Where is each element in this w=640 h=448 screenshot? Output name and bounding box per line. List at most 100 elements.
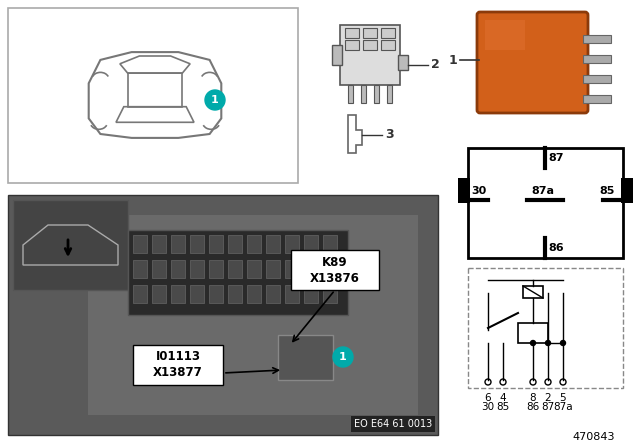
Text: 4: 4 — [500, 393, 506, 403]
Text: 87a: 87a — [531, 186, 554, 196]
Text: 470843: 470843 — [573, 432, 615, 442]
Bar — [266, 260, 280, 278]
Circle shape — [545, 340, 550, 345]
Bar — [458, 178, 470, 203]
Bar — [291, 250, 379, 290]
Bar — [133, 285, 147, 303]
Text: K89: K89 — [322, 255, 348, 268]
Bar — [583, 35, 611, 43]
Text: 86: 86 — [526, 402, 540, 412]
Text: 87a: 87a — [553, 402, 573, 412]
Bar — [171, 235, 185, 253]
Text: 3: 3 — [385, 129, 394, 142]
Circle shape — [560, 379, 566, 385]
FancyBboxPatch shape — [477, 12, 588, 113]
Bar — [345, 40, 359, 50]
Text: 5: 5 — [560, 393, 566, 403]
Bar — [363, 28, 377, 38]
Circle shape — [561, 340, 566, 345]
Bar — [128, 230, 348, 315]
Bar — [171, 260, 185, 278]
Bar — [304, 235, 318, 253]
Bar — [398, 55, 408, 70]
Bar — [323, 285, 337, 303]
Bar — [247, 260, 261, 278]
Bar — [152, 235, 166, 253]
Circle shape — [500, 379, 506, 385]
Bar — [323, 235, 337, 253]
Bar — [228, 235, 242, 253]
Bar — [583, 55, 611, 63]
Text: 87: 87 — [541, 402, 555, 412]
Text: I01113: I01113 — [156, 350, 200, 363]
Bar — [304, 260, 318, 278]
Bar — [621, 178, 633, 203]
Bar — [228, 285, 242, 303]
Text: 6: 6 — [484, 393, 492, 403]
Bar — [361, 85, 366, 103]
Bar — [209, 260, 223, 278]
Circle shape — [531, 340, 536, 345]
Bar — [133, 345, 223, 385]
Bar — [518, 323, 548, 343]
Bar — [468, 268, 623, 388]
Text: X13876: X13876 — [310, 271, 360, 284]
Circle shape — [333, 347, 353, 367]
Bar — [190, 285, 204, 303]
Bar — [340, 25, 400, 85]
Bar — [348, 85, 353, 103]
Text: 1: 1 — [211, 95, 219, 105]
Bar — [468, 148, 623, 258]
Text: 87: 87 — [548, 153, 563, 163]
Bar — [583, 75, 611, 83]
Bar — [209, 285, 223, 303]
Bar — [583, 95, 611, 103]
Bar — [363, 40, 377, 50]
Bar — [332, 45, 342, 65]
Text: 85: 85 — [599, 186, 614, 196]
Bar — [152, 285, 166, 303]
Text: 1: 1 — [339, 352, 347, 362]
Bar — [304, 285, 318, 303]
Bar — [387, 85, 392, 103]
Text: 2: 2 — [431, 59, 440, 72]
Bar — [8, 8, 298, 183]
Bar — [285, 285, 299, 303]
Bar — [13, 200, 128, 290]
Bar — [285, 260, 299, 278]
Text: 1: 1 — [448, 53, 457, 66]
Bar — [485, 20, 525, 50]
Bar — [266, 285, 280, 303]
Bar — [523, 286, 543, 298]
Bar — [8, 195, 438, 435]
Bar — [228, 260, 242, 278]
Text: 2: 2 — [545, 393, 551, 403]
Bar — [88, 215, 418, 415]
Bar — [247, 285, 261, 303]
Circle shape — [205, 90, 225, 110]
Text: EO E64 61 0013: EO E64 61 0013 — [354, 419, 432, 429]
Bar — [374, 85, 379, 103]
Circle shape — [530, 379, 536, 385]
Bar — [323, 260, 337, 278]
Bar — [152, 260, 166, 278]
Circle shape — [545, 379, 551, 385]
Bar — [133, 260, 147, 278]
Bar — [209, 235, 223, 253]
Text: 86: 86 — [548, 243, 564, 253]
Bar — [247, 235, 261, 253]
Text: 30: 30 — [481, 402, 495, 412]
Text: 85: 85 — [497, 402, 509, 412]
Bar — [133, 235, 147, 253]
Bar — [381, 28, 395, 38]
Bar — [190, 235, 204, 253]
Bar — [381, 40, 395, 50]
Circle shape — [485, 379, 491, 385]
Bar — [190, 260, 204, 278]
Bar — [171, 285, 185, 303]
Text: 30: 30 — [471, 186, 486, 196]
Bar — [285, 235, 299, 253]
Bar — [345, 28, 359, 38]
Bar — [266, 235, 280, 253]
Text: 8: 8 — [530, 393, 536, 403]
